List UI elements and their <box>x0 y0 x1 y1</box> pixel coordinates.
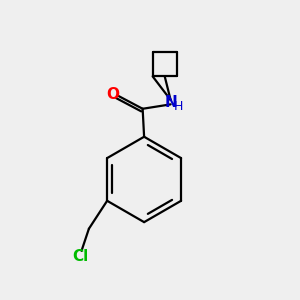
Text: Cl: Cl <box>72 249 88 264</box>
Text: N: N <box>164 95 177 110</box>
Text: O: O <box>107 87 120 102</box>
Text: H: H <box>174 100 184 113</box>
